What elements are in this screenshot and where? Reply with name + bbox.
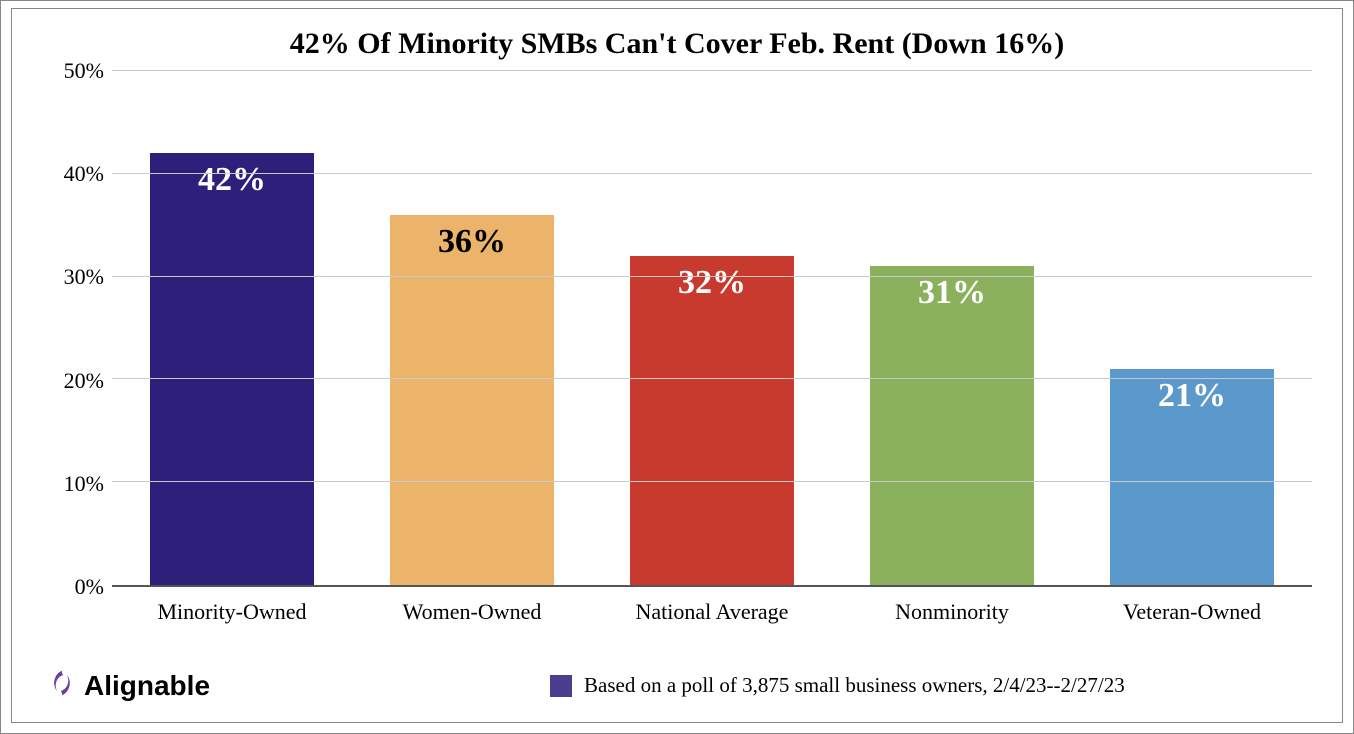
bar: 21% xyxy=(1110,369,1273,585)
x-category-label: Nonminority xyxy=(832,587,1072,625)
bar-value-label: 36% xyxy=(438,223,506,261)
bar: 31% xyxy=(870,266,1033,585)
gridline xyxy=(112,276,1312,277)
bar-value-label: 21% xyxy=(1158,377,1226,415)
x-axis-labels: Minority-OwnedWomen-OwnedNational Averag… xyxy=(112,587,1312,625)
x-category-label: Veteran-Owned xyxy=(1072,587,1312,625)
x-category-label: Women-Owned xyxy=(352,587,592,625)
brand-name: Alignable xyxy=(84,670,210,702)
bar: 32% xyxy=(630,256,793,585)
bar-slot: 36% xyxy=(352,71,592,585)
x-category-label: Minority-Owned xyxy=(112,587,352,625)
bar-slot: 21% xyxy=(1072,71,1312,585)
bar-value-label: 42% xyxy=(198,161,266,199)
chart-footer: Alignable Based on a poll of 3,875 small… xyxy=(42,669,1312,702)
chart-outer-frame: 42% Of Minority SMBs Can't Cover Feb. Re… xyxy=(0,0,1354,734)
bar: 42% xyxy=(150,153,313,585)
gridline xyxy=(112,481,1312,482)
legend-text: Based on a poll of 3,875 small business … xyxy=(584,673,1125,698)
y-tick-label: 30% xyxy=(64,264,104,290)
chart-title: 42% Of Minority SMBs Can't Cover Feb. Re… xyxy=(42,27,1312,61)
y-axis: 0%10%20%30%40%50% xyxy=(42,71,112,587)
chart-inner-frame: 42% Of Minority SMBs Can't Cover Feb. Re… xyxy=(11,8,1343,723)
gridline xyxy=(112,173,1312,174)
bar: 36% xyxy=(390,215,553,585)
gridline xyxy=(112,70,1312,71)
y-tick-label: 40% xyxy=(64,161,104,187)
bar-slot: 42% xyxy=(112,71,352,585)
bar-slot: 32% xyxy=(592,71,832,585)
plot-row: 0%10%20%30%40%50% 42%36%32%31%21% xyxy=(42,71,1312,587)
bar-value-label: 31% xyxy=(918,274,986,312)
chart-area: 0%10%20%30%40%50% 42%36%32%31%21% Minori… xyxy=(42,71,1312,625)
brand-logo-icon xyxy=(48,669,76,702)
plot-region: 42% 36% 32% 31% 21% xyxy=(112,71,1312,587)
bar-slot: 31% xyxy=(832,71,1072,585)
legend-swatch xyxy=(550,675,572,697)
brand: Alignable xyxy=(48,669,210,702)
y-tick-label: 10% xyxy=(64,471,104,497)
y-tick-label: 50% xyxy=(64,58,104,84)
bars-container: 42% 36% 32% 31% 21% xyxy=(112,71,1312,585)
legend: Based on a poll of 3,875 small business … xyxy=(550,673,1125,698)
gridline xyxy=(112,378,1312,379)
x-category-label: National Average xyxy=(592,587,832,625)
y-tick-label: 20% xyxy=(64,368,104,394)
bar-value-label: 32% xyxy=(678,264,746,302)
y-tick-label: 0% xyxy=(75,574,104,600)
